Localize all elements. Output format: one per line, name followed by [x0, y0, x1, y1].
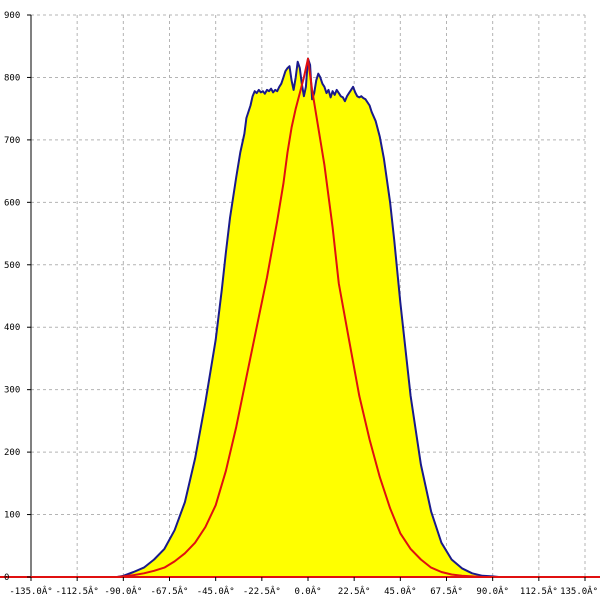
label-layer: 0 100 200 300 400 500 600 700 800 900 -135.0Â° -112… [4, 11, 598, 597]
line-layer [31, 57, 585, 578]
x-tick-label: 45.0Â° [384, 585, 417, 597]
x-tick-label: 0.0Â° [294, 585, 321, 597]
x-tick-label: -45.0Â° [197, 585, 235, 597]
area-layer [31, 58, 585, 577]
y-tick-label: 500 [4, 261, 20, 271]
y-tick-label: 0 [4, 573, 9, 583]
axis-layer [0, 14, 600, 581]
y-tick-label: 800 [4, 73, 20, 83]
x-tick-label: -135.0Â° [9, 585, 52, 597]
x-tick-label: -112.5Â° [55, 585, 98, 597]
y-tick-label: 900 [4, 11, 20, 21]
x-tick-label: 112.5Â° [520, 585, 558, 597]
y-tick-label: 400 [4, 323, 20, 333]
x-tick-label: 90.0Â° [476, 585, 509, 597]
x-tick-label: 22.5Â° [338, 585, 371, 597]
series-1-area-fill [31, 58, 585, 577]
x-tick-label: 67.5Â° [430, 585, 463, 597]
x-tick-label: -67.5Â° [151, 585, 189, 597]
y-tick-label: 200 [4, 448, 20, 458]
y-tick-label: 100 [4, 511, 20, 521]
x-tick-label: -90.0Â° [104, 585, 142, 597]
y-tick-label: 600 [4, 198, 20, 208]
series-2-line [31, 57, 585, 578]
x-tick-label: -22.5Â° [243, 585, 281, 597]
y-tick-label: 700 [4, 136, 20, 146]
x-tick-label: 135.0Â° [560, 585, 598, 597]
y-tick-label: 300 [4, 386, 20, 396]
